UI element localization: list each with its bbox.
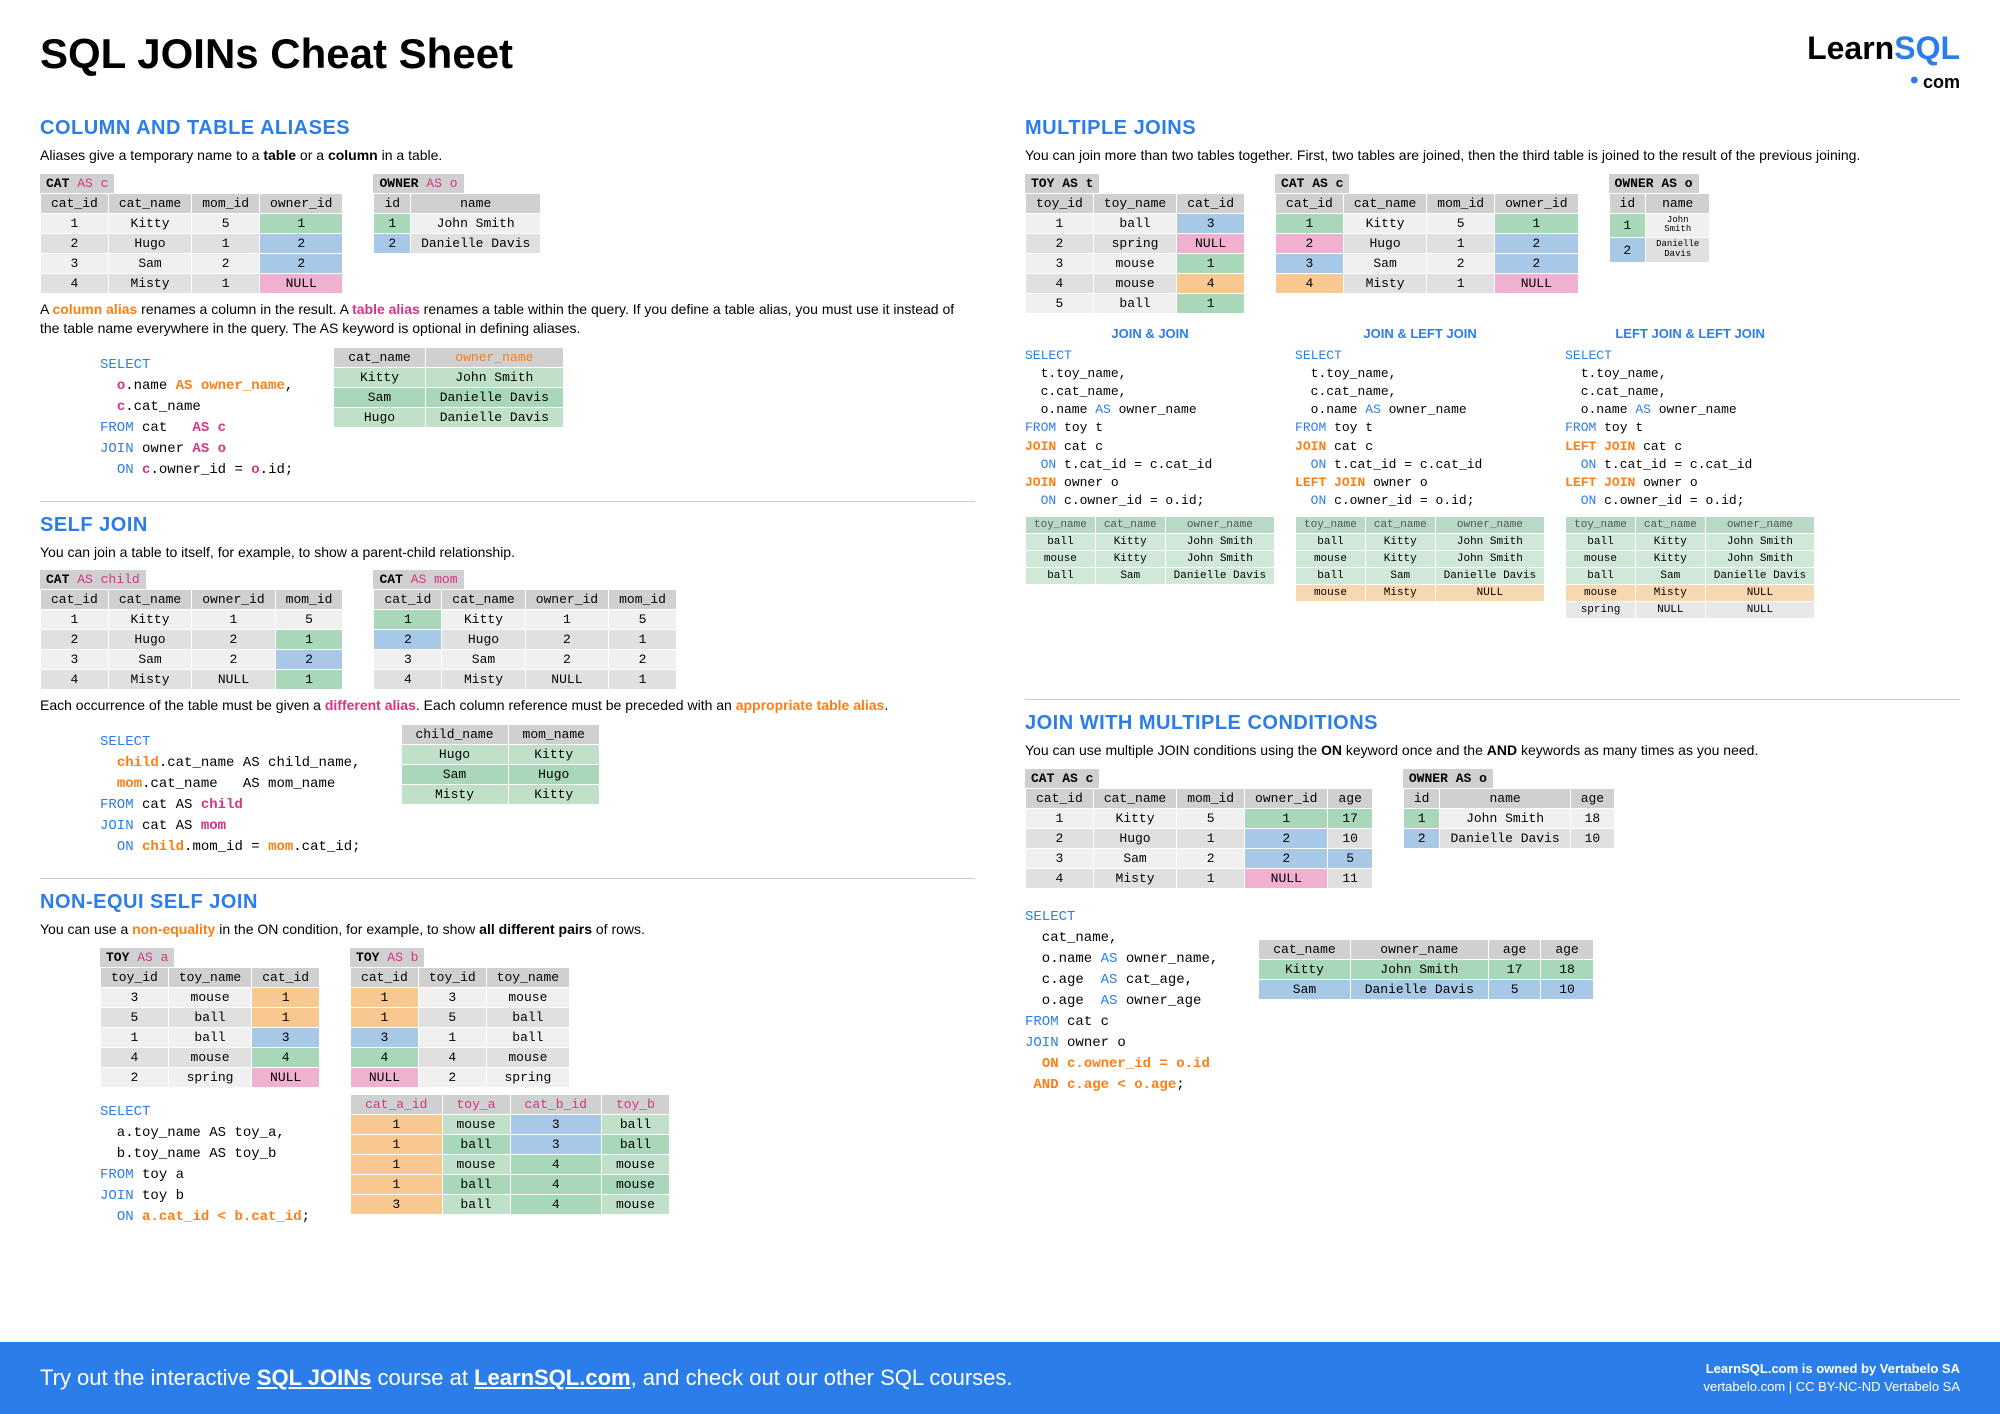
footer-left: Try out the interactive SQL JOINs course…	[40, 1365, 1013, 1391]
page-title: SQL JOINs Cheat Sheet	[40, 30, 513, 78]
multicond-code: SELECT cat_name, o.name AS owner_name, c…	[1025, 907, 1218, 1096]
selfjoin-code: SELECT child.cat_name AS child_name, mom…	[100, 732, 361, 858]
separator	[40, 501, 975, 502]
multiple-intro: You can join more than two tables togeth…	[1025, 146, 1960, 166]
nonequi-title: NON-EQUI SELF JOIN	[40, 891, 975, 914]
aliases-para2: A column alias renames a column in the r…	[40, 300, 975, 339]
cat-table-block: CAT AS ccat_idcat_namemom_idowner_id1Kit…	[40, 174, 343, 294]
join-block: LEFT JOIN & LEFT JOINSELECT t.toy_name, …	[1565, 326, 1815, 620]
logo-dot: •	[1910, 67, 1918, 94]
separator	[40, 878, 975, 879]
owner-table-mc: OWNER AS oidnameage1John Smith182Daniell…	[1403, 769, 1615, 849]
selfjoin-intro: You can join a table to itself, for exam…	[40, 543, 975, 563]
multiple-title: MULTIPLE JOINS	[1025, 117, 1960, 140]
footer: Try out the interactive SQL JOINs course…	[0, 1342, 2000, 1414]
toy-table: TOY AS ttoy_idtoy_namecat_id1ball32sprin…	[1025, 174, 1245, 314]
separator	[1025, 699, 1960, 700]
multicond-result: cat_nameowner_nameageageKittyJohn Smith1…	[1258, 939, 1593, 1000]
owner-table-block: OWNER AS oidname1John Smith2Danielle Dav…	[373, 174, 541, 254]
footer-r1: LearnSQL.com is owned by Vertabelo SA	[1704, 1360, 1961, 1378]
header: SQL JOINs Cheat Sheet LearnSQL • com	[40, 30, 1960, 95]
mom-table: CAT AS momcat_idcat_nameowner_idmom_id1K…	[373, 570, 676, 690]
owner-table-m: OWNER AS oidname1JohnSmith2DanielleDavis	[1609, 174, 1711, 264]
logo-com: com	[1923, 72, 1960, 92]
selfjoin-para2: Each occurrence of the table must be giv…	[40, 696, 975, 716]
aliases-intro: Aliases give a temporary name to a table…	[40, 146, 975, 166]
nonequi-code: SELECT a.toy_name AS toy_a, b.toy_name A…	[100, 1102, 310, 1228]
left-column: COLUMN AND TABLE ALIASES Aliases give a …	[40, 107, 975, 1236]
nonequi-intro: You can use a non-equality in the ON con…	[40, 920, 975, 940]
cat-table-mc: CAT AS ccat_idcat_namemom_idowner_idage1…	[1025, 769, 1373, 889]
selfjoin-title: SELF JOIN	[40, 514, 975, 537]
logo: LearnSQL • com	[1807, 30, 1960, 95]
toy-b-table: TOY AS bcat_idtoy_idtoy_name13mouse15bal…	[350, 948, 570, 1088]
logo-learn: Learn	[1807, 30, 1894, 66]
right-column: MULTIPLE JOINS You can join more than tw…	[1025, 107, 1960, 1236]
footer-right: LearnSQL.com is owned by Vertabelo SA ve…	[1704, 1360, 1961, 1396]
join-block: JOIN & JOINSELECT t.toy_name, c.cat_name…	[1025, 326, 1275, 586]
multicond-title: JOIN WITH MULTIPLE CONDITIONS	[1025, 712, 1960, 735]
aliases-title: COLUMN AND TABLE ALIASES	[40, 117, 975, 140]
join-block: JOIN & LEFT JOINSELECT t.toy_name, c.cat…	[1295, 326, 1545, 603]
logo-sql: SQL	[1894, 30, 1960, 66]
multicond-intro: You can use multiple JOIN conditions usi…	[1025, 741, 1960, 761]
toy-a-table: TOY AS atoy_idtoy_namecat_id3mouse15ball…	[100, 948, 320, 1088]
joins-container: JOIN & JOINSELECT t.toy_name, c.cat_name…	[1025, 326, 1960, 620]
aliases-code: SELECT o.name AS owner_name, c.cat_name …	[100, 355, 293, 481]
footer-r2: vertabelo.com | CC BY-NC-ND Vertabelo SA	[1704, 1378, 1961, 1396]
child-table: CAT AS childcat_idcat_nameowner_idmom_id…	[40, 570, 343, 690]
cat-table-m: CAT AS ccat_idcat_namemom_idowner_id1Kit…	[1275, 174, 1578, 294]
selfjoin-result: child_namemom_nameHugoKittySamHugoMistyK…	[401, 724, 600, 805]
nonequi-result: cat_a_idtoy_acat_b_idtoy_b1mouse3ball1ba…	[350, 1094, 670, 1215]
aliases-result: cat_nameowner_nameKittyJohn SmithSamDani…	[333, 347, 564, 428]
